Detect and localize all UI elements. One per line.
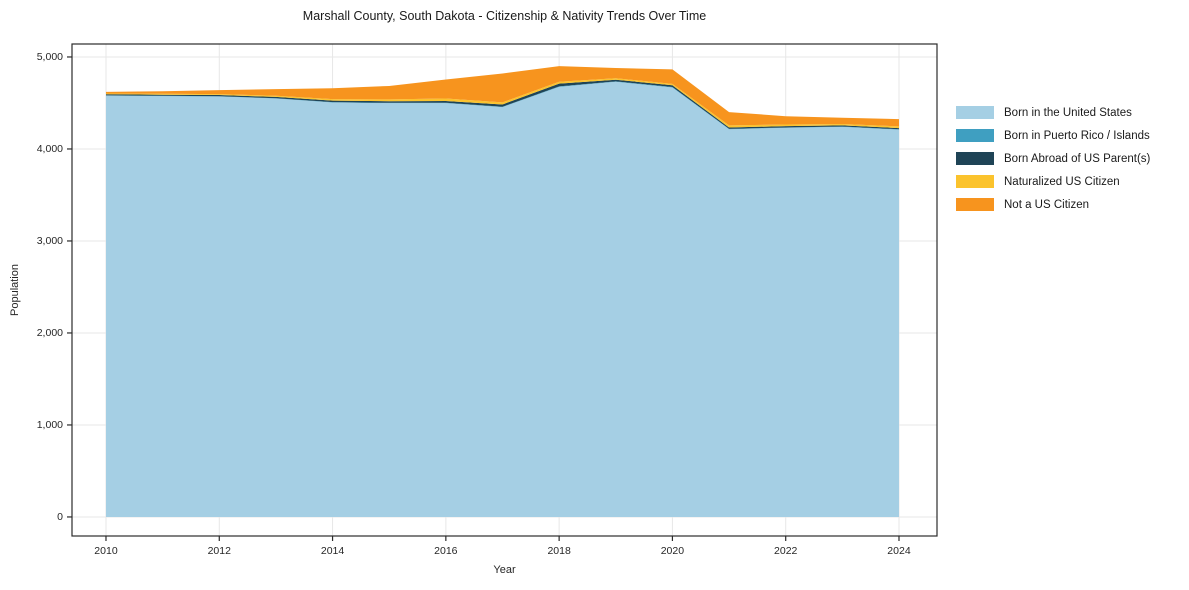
y-tick-label: 2,000 (36, 326, 63, 339)
area-series-4 (105, 66, 899, 127)
plot-border (71, 43, 938, 537)
y-tick-label: 4,000 (36, 142, 63, 155)
legend-label: Not a US Citizen (1004, 198, 1090, 211)
x-tick-label: 2020 (660, 545, 685, 557)
y-tick-label: 0 (57, 510, 63, 523)
legend-item: Born in the United States (956, 101, 1150, 124)
x-tick-label: 2018 (547, 545, 571, 557)
x-tick-label: 2016 (434, 545, 458, 557)
legend-label: Born in the United States (1004, 106, 1132, 119)
x-tick-label: 2012 (207, 545, 231, 557)
legend-item: Born in Puerto Rico / Islands (956, 124, 1150, 147)
legend: Born in the United States Born in Puerto … (956, 101, 1150, 216)
y-tick-label: 5,000 (36, 50, 63, 63)
legend-item: Born Abroad of US Parent(s) (956, 147, 1150, 170)
x-tick-label: 2010 (94, 545, 118, 557)
x-tick-label: 2024 (887, 545, 911, 557)
area-series-0 (105, 81, 899, 517)
legend-label: Born Abroad of US Parent(s) (1004, 152, 1151, 165)
legend-item: Naturalized US Citizen (956, 170, 1150, 193)
area-series-2 (105, 79, 899, 130)
y-tick-label: 3,000 (36, 234, 63, 247)
legend-label: Naturalized US Citizen (1004, 175, 1120, 188)
x-tick-label: 2014 (320, 545, 345, 557)
legend-label: Born in Puerto Rico / Islands (1004, 129, 1150, 142)
area-series-3 (105, 78, 899, 129)
x-tick-label: 2022 (774, 545, 798, 557)
x-axis-label: Year (493, 564, 516, 576)
legend-swatch (956, 175, 994, 188)
legend-swatch (956, 198, 994, 211)
y-tick-label: 1,000 (36, 418, 63, 431)
legend-item: Not a US Citizen (956, 193, 1150, 216)
legend-swatch (956, 152, 994, 165)
legend-swatch (956, 106, 994, 119)
chart-title: Marshall County, South Dakota - Citizens… (302, 9, 707, 23)
legend-swatch (956, 129, 994, 142)
